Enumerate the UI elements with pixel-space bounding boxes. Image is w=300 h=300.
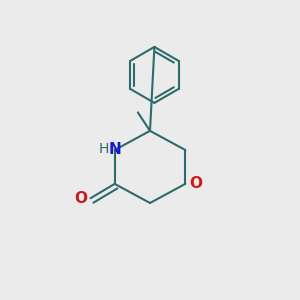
Text: O: O [74,191,87,206]
Text: O: O [189,176,202,191]
Text: H: H [98,142,109,156]
Text: N: N [108,142,121,158]
